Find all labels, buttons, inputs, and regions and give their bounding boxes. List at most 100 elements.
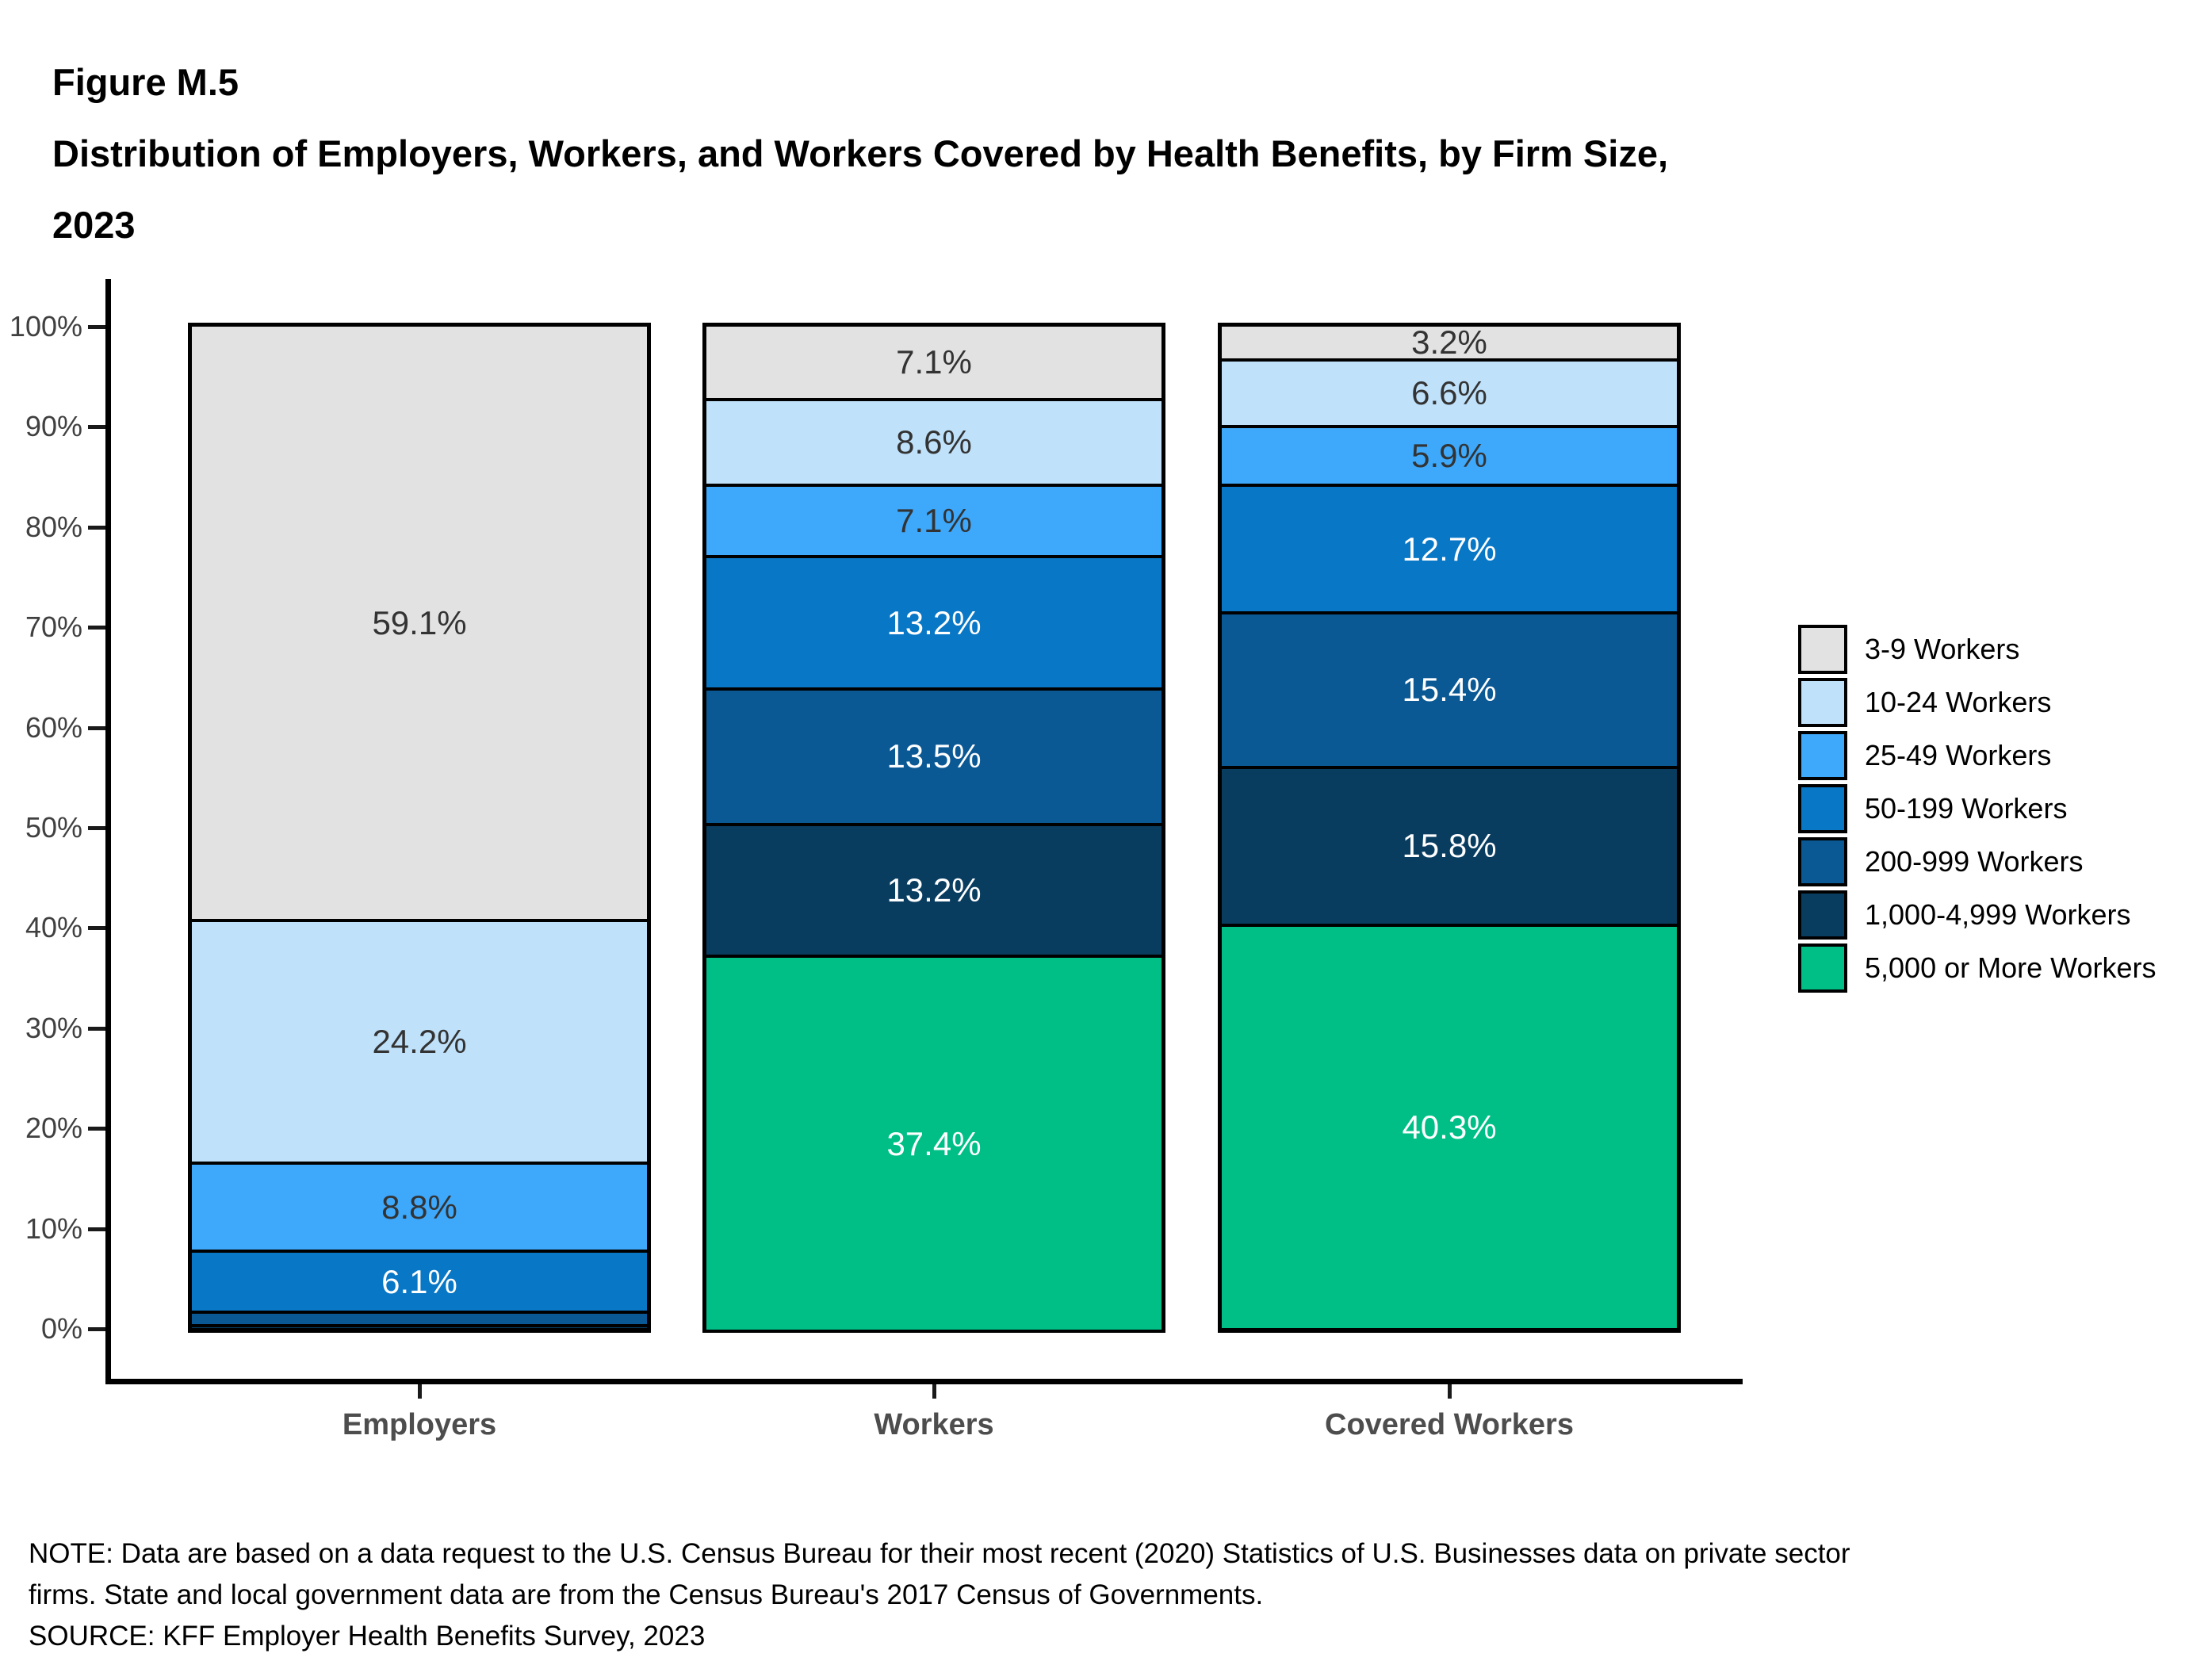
segment-value-label: 8.8% [381, 1188, 457, 1226]
segment-value-label: 40.3% [1402, 1108, 1497, 1146]
segment-value-label: 6.1% [381, 1262, 457, 1300]
chart-title-year: 2023 [52, 204, 136, 246]
legend: 3-9 Workers 10-24 Workers 25-49 Workers 50-… [1798, 625, 2156, 993]
x-category-label: Employers [342, 1408, 497, 1441]
y-tick-label: 40% [25, 911, 82, 944]
legend-label: 25-49 Workers [1865, 739, 2052, 771]
y-tick-label: 100% [9, 310, 82, 343]
stacked-bar-covered-workers: 3.2% 6.6% 5.9% 12.7% 15.4% 15.8% 40.3% [1218, 323, 1681, 1333]
legend-item: 5,000 or More Workers [1798, 944, 2156, 993]
bar-segment: 6.6% [1222, 358, 1677, 425]
y-tick-mark [88, 725, 105, 730]
legend-item: 200-999 Workers [1798, 837, 2156, 886]
legend-label: 10-24 Workers [1865, 686, 2052, 718]
segment-value-label: 5.9% [1411, 437, 1487, 475]
bar-segment: 8.6% [706, 397, 1161, 484]
y-tick-label: 80% [25, 510, 82, 543]
x-category-label: Workers [874, 1408, 994, 1441]
y-tick-mark [88, 425, 105, 430]
bar-segment: 7.1% [706, 327, 1161, 398]
y-tick-mark [88, 1327, 105, 1331]
segment-value-label: 8.6% [896, 423, 972, 461]
source-text: SOURCE: KFF Employer Health Benefits Sur… [29, 1621, 706, 1652]
legend-swatch [1798, 837, 1847, 886]
bar-segment: 13.2% [706, 555, 1161, 688]
y-tick-mark [88, 1026, 105, 1031]
segment-value-label: 13.2% [886, 603, 982, 641]
legend-label: 50-199 Workers [1865, 792, 2068, 825]
note-text-line-2: firms. State and local government data a… [29, 1579, 1264, 1610]
bar-segment: 13.5% [706, 687, 1161, 823]
segment-value-label: 13.5% [886, 737, 982, 775]
bar-segment: 6.1% [192, 1250, 647, 1311]
bar-segment: 40.3% [1222, 924, 1677, 1328]
y-tick-label: 60% [25, 710, 82, 744]
bar-segment [192, 1311, 647, 1324]
bar-segment: 13.2% [706, 822, 1161, 955]
segment-value-label: 24.2% [372, 1022, 467, 1060]
bar-segment: 3.2% [1222, 323, 1677, 362]
bar-segment: 59.1% [192, 327, 647, 920]
y-tick-mark [88, 626, 105, 630]
legend-label: 1,000-4,999 Workers [1865, 898, 2131, 931]
y-tick-label: 90% [25, 410, 82, 443]
stacked-bar-employers: 59.1% 24.2% 8.8% 6.1% [188, 323, 651, 1333]
bar-segment: 12.7% [1222, 484, 1677, 611]
y-tick-mark [88, 525, 105, 530]
figure-number: Figure M.5 [52, 61, 239, 103]
legend-swatch [1798, 944, 1847, 993]
legend-item: 1,000-4,999 Workers [1798, 890, 2156, 940]
bar-segment: 24.2% [192, 919, 647, 1162]
segment-value-label: 6.6% [1411, 374, 1487, 412]
bar-segment: 5.9% [1222, 424, 1677, 484]
bar-segment: 8.8% [192, 1161, 647, 1250]
y-axis-line [105, 279, 111, 1384]
bar-segment: 15.4% [1222, 610, 1677, 766]
bar-segment [192, 1327, 647, 1331]
legend-item: 50-199 Workers [1798, 784, 2156, 833]
legend-swatch [1798, 784, 1847, 833]
legend-item: 10-24 Workers [1798, 678, 2156, 727]
y-tick-mark [88, 325, 105, 329]
bar-segment: 15.8% [1222, 765, 1677, 924]
y-tick-label: 50% [25, 811, 82, 844]
segment-value-label: 15.4% [1402, 671, 1497, 709]
bar-segment: 7.1% [706, 484, 1161, 556]
x-category-label: Covered Workers [1325, 1408, 1574, 1441]
x-tick-mark [932, 1384, 936, 1399]
segment-value-label: 37.4% [886, 1124, 982, 1162]
y-tick-mark [88, 926, 105, 931]
x-axis-line [105, 1379, 1743, 1384]
x-tick-mark [1448, 1384, 1452, 1399]
bar-segment: 37.4% [706, 955, 1161, 1330]
legend-label: 3-9 Workers [1865, 633, 2020, 665]
y-tick-mark [88, 1127, 105, 1131]
y-tick-mark [88, 1227, 105, 1231]
legend-swatch [1798, 890, 1847, 940]
legend-swatch [1798, 625, 1847, 674]
legend-item: 25-49 Workers [1798, 731, 2156, 780]
legend-label: 200-999 Workers [1865, 845, 2084, 878]
y-tick-label: 70% [25, 610, 82, 644]
bar-segment [192, 1323, 647, 1328]
note-text-line-1: NOTE: Data are based on a data request t… [29, 1538, 1850, 1569]
legend-swatch [1798, 731, 1847, 780]
segment-value-label: 7.1% [896, 502, 972, 540]
segment-value-label: 59.1% [372, 603, 467, 641]
segment-value-label: 13.2% [886, 871, 982, 909]
x-tick-mark [418, 1384, 422, 1399]
stacked-bar-workers: 7.1% 8.6% 7.1% 13.2% 13.5% 13.2% 37.4% [702, 323, 1165, 1333]
segment-value-label: 15.8% [1402, 827, 1497, 865]
y-tick-label: 20% [25, 1112, 82, 1145]
y-tick-mark [88, 826, 105, 830]
y-tick-label: 10% [25, 1211, 82, 1245]
chart-title: Distribution of Employers, Workers, and … [52, 132, 1669, 174]
segment-value-label: 7.1% [896, 343, 972, 381]
legend-item: 3-9 Workers [1798, 625, 2156, 674]
segment-value-label: 3.2% [1411, 323, 1487, 362]
legend-label: 5,000 or More Workers [1865, 951, 2157, 984]
y-tick-label: 0% [40, 1312, 82, 1345]
segment-value-label: 12.7% [1402, 530, 1497, 568]
legend-swatch [1798, 678, 1847, 727]
